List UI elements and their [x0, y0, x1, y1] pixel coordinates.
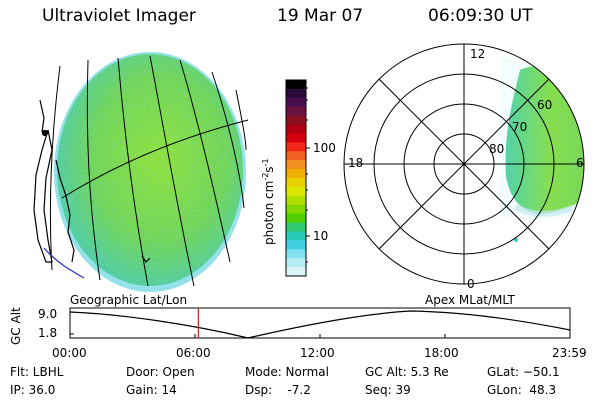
colorbar-segment	[286, 142, 306, 152]
dsp-status: Dsp: -7.2	[245, 383, 311, 397]
colorbar-label-100: 100	[313, 141, 336, 155]
colorbar-label-10: 10	[313, 229, 329, 243]
coastline-blue	[43, 247, 85, 279]
colorbar-segment	[286, 240, 306, 250]
right-panel-label: Apex MLat/MLT	[425, 293, 515, 307]
geo-longitude-status: GLon: 48.3	[487, 383, 557, 397]
timeline-x-tick-2359: 23:59	[552, 346, 587, 360]
colorbar-segment	[286, 169, 306, 179]
colorbar-segment	[286, 115, 306, 126]
timeline-x-tick-1800: 18:00	[424, 346, 459, 360]
geographic-grid	[49, 55, 249, 287]
mlat-label-80: 80	[489, 142, 505, 156]
colorbar-minor-ticks	[306, 87, 308, 263]
earth-disc-image	[54, 52, 246, 292]
timeline-x-tick-1200: 12:00	[300, 346, 335, 360]
colorbar-segment	[286, 106, 306, 117]
mlat-label-70: 70	[512, 120, 528, 134]
colorbar-segment	[286, 195, 306, 206]
colorbar-segment	[286, 258, 306, 268]
colorbar-segment	[286, 204, 306, 215]
colorbar-segment	[286, 249, 306, 259]
colorbar-segment	[286, 124, 306, 134]
colorbar-segment	[286, 178, 306, 188]
mlat-label-60: 60	[537, 98, 553, 112]
ip-status: IP: 36.0	[10, 383, 56, 397]
altitude-curve	[69, 310, 571, 339]
mlt-label-18: 18	[348, 156, 364, 170]
time-label: 06:09:30 UT	[428, 6, 533, 26]
colorbar-segment	[286, 267, 306, 277]
colorbar-segment	[286, 151, 306, 161]
colorbar-segment	[286, 97, 306, 108]
sequence-status: Seq: 39	[365, 383, 411, 397]
timeline-ticks	[70, 311, 446, 338]
colorbar-segment	[286, 88, 306, 99]
colorbar-segment	[286, 80, 306, 90]
colorbar-segment	[286, 186, 306, 197]
colorbar-frame	[285, 79, 307, 277]
timeline-x-tick-0000: 00:00	[52, 346, 87, 360]
colorbar-segment	[286, 213, 306, 224]
geo-latitude-status: GLat: −50.1	[487, 365, 560, 379]
gc-altitude-status: GC Alt: 5.3 Re	[365, 365, 449, 379]
filter-status: Flt: LBHL	[10, 365, 64, 379]
timeline-y-tick-high: 9.0	[38, 307, 58, 321]
colorbar-segment	[286, 160, 306, 170]
polar-grid	[343, 43, 585, 285]
colorbar	[286, 80, 306, 277]
gain-status: Gain: 14	[126, 383, 177, 397]
mlt-label-12: 12	[470, 47, 486, 61]
colorbar-segment	[286, 133, 306, 143]
timeline-y-tick-low: 1.8	[38, 326, 58, 340]
mode-status: Mode: Normal	[245, 365, 329, 379]
mlt-label-6: 6	[576, 156, 584, 170]
colorbar-segment	[286, 222, 306, 232]
timeline-y-label: GC Alt	[9, 307, 23, 345]
coastline	[33, 99, 151, 263]
instrument-title: Ultraviolet Imager	[42, 6, 196, 26]
mlt-label-0: 0	[467, 277, 475, 291]
left-panel-label: Geographic Lat/Lon	[70, 293, 188, 307]
date-label: 19 Mar 07	[277, 6, 364, 26]
colorbar-unit-label: photon cm-2s-1	[261, 158, 276, 245]
timeline-x-tick-0600: 06:00	[176, 346, 211, 360]
colorbar-segment	[286, 231, 306, 241]
door-status: Door: Open	[126, 365, 195, 379]
